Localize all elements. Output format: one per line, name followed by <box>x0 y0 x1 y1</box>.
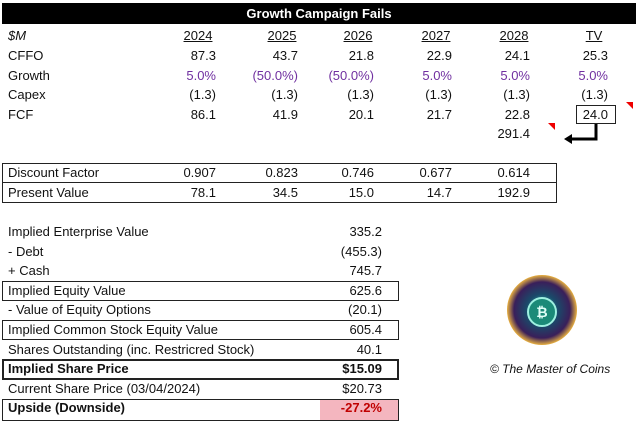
upside-box <box>2 399 399 421</box>
divider <box>2 182 557 183</box>
arrow <box>570 124 598 141</box>
valuation-label: Upside (Downside) <box>8 400 126 416</box>
cell: 24.0 <box>582 106 608 122</box>
cell: (50.0%) <box>252 67 298 83</box>
cell: (1.3) <box>189 87 216 103</box>
title-bar <box>2 3 636 24</box>
year-header: TV <box>585 28 603 43</box>
valuation-value: 625.6 <box>349 282 382 298</box>
comment-marker <box>548 123 555 130</box>
row-label: Growth <box>8 67 50 83</box>
cell: 0.823 <box>265 165 298 180</box>
terminal-value: 291.4 <box>497 126 530 141</box>
valuation-label: - Debt <box>8 243 44 259</box>
cell: 5.0% <box>422 67 452 83</box>
cell: (1.3) <box>503 87 530 103</box>
tv-fcf-box <box>576 105 616 124</box>
cell: (1.3) <box>581 87 608 103</box>
cell: 0.614 <box>497 165 530 180</box>
cell: (1.3) <box>347 87 374 103</box>
cell: 15.0 <box>348 184 374 200</box>
cell: 43.7 <box>272 48 298 63</box>
cell: 41.9 <box>272 106 298 122</box>
year-header: 2028 <box>499 28 529 43</box>
logo-symbol: ₿ <box>536 305 547 321</box>
upside-highlight <box>320 400 398 420</box>
cell: 5.0% <box>500 67 530 83</box>
cell: (50.0%) <box>328 67 374 83</box>
year-header: 2026 <box>343 28 373 43</box>
cell: 0.746 <box>341 165 374 180</box>
year-header: 2027 <box>421 28 451 43</box>
cell: 21.8 <box>348 48 374 63</box>
comment-marker <box>626 102 633 109</box>
valuation-label: Implied Equity Value <box>8 282 126 298</box>
valuation-value: $15.09 <box>342 361 382 377</box>
valuation-label: Implied Share Price <box>8 361 129 377</box>
cell: 22.9 <box>426 48 452 63</box>
common-equity-box <box>2 320 399 340</box>
logo-coin <box>527 297 557 327</box>
cell: 22.8 <box>504 106 530 122</box>
cell: 5.0% <box>578 67 608 83</box>
row-label: FCF <box>8 106 34 122</box>
cell: 14.7 <box>426 184 452 200</box>
cell: 25.3 <box>582 48 608 63</box>
cell: (1.3) <box>271 87 298 103</box>
row-label: Present Value <box>8 184 89 200</box>
cell: 21.7 <box>426 106 452 122</box>
cell: 24.1 <box>504 48 530 63</box>
cell: 34.5 <box>272 184 298 200</box>
row-label: Discount Factor <box>8 165 100 180</box>
valuation-value: 605.4 <box>349 322 382 337</box>
cell: 5.0% <box>186 67 216 83</box>
cell: 86.1 <box>190 106 216 122</box>
row-label: Capex <box>8 87 46 103</box>
valuation-label: Current Share Price (03/04/2024) <box>8 380 201 396</box>
valuation-label: Implied Enterprise Value <box>8 224 149 239</box>
discount-box <box>2 163 557 203</box>
share-price-box <box>2 359 399 380</box>
credit: © The Master of Coins <box>490 362 611 376</box>
year-header: 2024 <box>183 28 213 43</box>
cell: 192.9 <box>497 184 530 200</box>
valuation-value: (20.1) <box>348 302 382 318</box>
cell: 78.1 <box>190 184 216 200</box>
header-unit: $M <box>8 28 27 43</box>
valuation-label: Implied Common Stock Equity Value <box>8 322 219 337</box>
valuation-value: 745.7 <box>349 263 382 279</box>
cell: (1.3) <box>425 87 452 103</box>
valuation-value: $20.73 <box>342 380 382 396</box>
valuation-label: Shares Outstanding (inc. Restricred Stoc… <box>8 341 255 357</box>
equity-box <box>2 281 399 301</box>
cell: 0.677 <box>419 165 452 180</box>
title: Growth Campaign Fails <box>246 6 392 21</box>
cell: 87.3 <box>190 48 216 63</box>
valuation-value: (455.3) <box>340 243 382 259</box>
year-header: 2025 <box>267 28 297 43</box>
valuation-value: 335.2 <box>349 224 382 239</box>
valuation-value: 40.1 <box>356 341 382 357</box>
cell: 20.1 <box>348 106 374 122</box>
arrow-head <box>564 134 572 144</box>
valuation-label: - Value of Equity Options <box>8 302 151 318</box>
row-label: CFFO <box>8 48 44 63</box>
cell: 0.907 <box>183 165 216 180</box>
valuation-value: -27.2% <box>340 400 382 416</box>
valuation-label: + Cash <box>8 263 50 279</box>
